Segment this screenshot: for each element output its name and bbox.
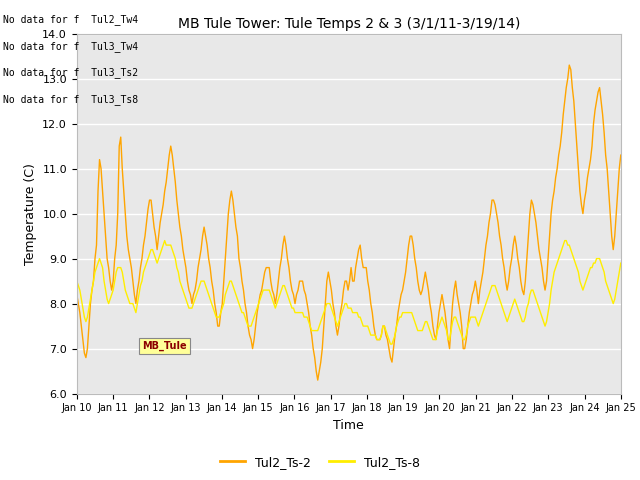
Tul2_Ts-8 bbox=[237, 305, 244, 311]
Tul2_Ts-2 bbox=[235, 256, 243, 262]
Tul2_Ts-8 bbox=[387, 341, 394, 347]
X-axis label: Time: Time bbox=[333, 419, 364, 432]
Y-axis label: Temperature (C): Temperature (C) bbox=[24, 163, 36, 264]
Tul2_Ts-8 bbox=[264, 287, 271, 293]
Tul2_Ts-8 bbox=[255, 300, 262, 306]
Line: Tul2_Ts-8: Tul2_Ts-8 bbox=[77, 240, 621, 344]
Tul2_Ts-8 bbox=[312, 328, 320, 334]
Title: MB Tule Tower: Tule Temps 2 & 3 (3/1/11-3/19/14): MB Tule Tower: Tule Temps 2 & 3 (3/1/11-… bbox=[178, 17, 520, 31]
Legend: Tul2_Ts-2, Tul2_Ts-8: Tul2_Ts-2, Tul2_Ts-8 bbox=[214, 451, 426, 474]
Text: No data for f  Tul3_Ts2: No data for f Tul3_Ts2 bbox=[3, 67, 138, 78]
Tul2_Ts-2 bbox=[314, 377, 321, 383]
Tul2_Ts-2 bbox=[311, 355, 319, 360]
Tul2_Ts-8 bbox=[161, 238, 168, 243]
Tul2_Ts-2 bbox=[73, 292, 81, 298]
Text: MB_Tule: MB_Tule bbox=[142, 341, 187, 351]
Tul2_Ts-2 bbox=[617, 152, 625, 158]
Tul2_Ts-2 bbox=[262, 264, 270, 270]
Tul2_Ts-8 bbox=[617, 260, 625, 266]
Tul2_Ts-8 bbox=[140, 269, 147, 275]
Text: No data for f  Tul3_Ts8: No data for f Tul3_Ts8 bbox=[3, 94, 138, 105]
Line: Tul2_Ts-2: Tul2_Ts-2 bbox=[77, 65, 621, 380]
Tul2_Ts-8 bbox=[589, 260, 597, 266]
Text: No data for f  Tul2_Tw4: No data for f Tul2_Tw4 bbox=[3, 14, 138, 25]
Tul2_Ts-2 bbox=[565, 62, 573, 68]
Tul2_Ts-8 bbox=[73, 278, 81, 284]
Tul2_Ts-2 bbox=[589, 120, 597, 126]
Text: No data for f  Tul3_Tw4: No data for f Tul3_Tw4 bbox=[3, 41, 138, 52]
Tul2_Ts-2 bbox=[253, 310, 261, 315]
Tul2_Ts-2 bbox=[140, 242, 147, 248]
